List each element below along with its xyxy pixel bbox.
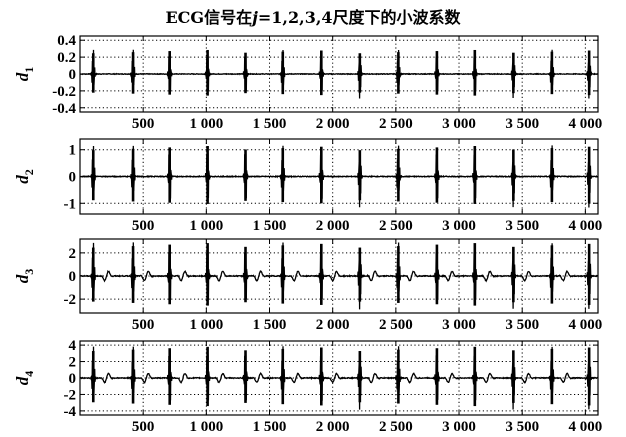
- y-tick-label: -2: [64, 387, 77, 403]
- x-tick-label: 1 000: [189, 317, 223, 333]
- y-tick-label: 4: [69, 338, 77, 354]
- x-tick-label: 4 000: [568, 116, 602, 132]
- x-tick-label: 3 000: [442, 317, 476, 333]
- subplot-d4: 500 1 000 1 500 2 000 2 500 3 000 3 500 4 000 -4…: [13, 338, 602, 435]
- y-tick-label: 0: [69, 67, 77, 83]
- x-tick-label: 1 500: [253, 317, 287, 333]
- signal-line-d1: [80, 49, 598, 99]
- x-tick-label: 2 000: [316, 317, 350, 333]
- y-axis-label: d4: [13, 371, 36, 386]
- y-axis-label: d1: [13, 67, 36, 82]
- x-tick-label: 2 000: [316, 218, 350, 234]
- y-axis-label-base: d: [13, 72, 32, 81]
- y-axis-label-subscript: 4: [22, 371, 36, 377]
- y-axis-label-base: d: [13, 175, 32, 184]
- signal-line-d2: [80, 145, 598, 208]
- title-variable: j: [252, 8, 258, 27]
- x-tick-label: 1 500: [253, 218, 287, 234]
- x-tick-label: 4 000: [568, 419, 602, 435]
- chart-title: ECG信号在j=1,2,3,4尺度下的小波系数: [0, 4, 626, 28]
- x-tick-label: 2 500: [379, 317, 413, 333]
- subplot-d2: 500 1 000 1 500 2 000 2 500 3 000 3 500 4 000 -1…: [13, 138, 602, 234]
- y-tick-label: -0.4: [52, 101, 76, 117]
- x-tick-label: 2 500: [379, 218, 413, 234]
- y-axis-label-base: d: [13, 376, 32, 385]
- signal-line-d3: [79, 242, 598, 310]
- y-tick-label: -2: [64, 292, 77, 308]
- signal-line-d4: [79, 346, 599, 410]
- y-tick-label: -4: [64, 404, 77, 420]
- x-tick-label: 3 500: [505, 218, 539, 234]
- y-tick-label: 2: [69, 246, 77, 262]
- x-tick-label: 500: [132, 419, 155, 435]
- y-tick-label: 2: [69, 355, 77, 371]
- x-tick-label: 3 500: [505, 317, 539, 333]
- x-tick-label: 1 500: [253, 116, 287, 132]
- y-axis-label: d3: [13, 269, 36, 284]
- x-tick-label: 1 000: [189, 218, 223, 234]
- x-tick-label: 2 500: [379, 116, 413, 132]
- x-tick-label: 1 000: [189, 419, 223, 435]
- subplot-d3: 500 1 000 1 500 2 000 2 500 3 000 3 500 4 000 -2…: [13, 238, 602, 333]
- x-tick-label: 3 000: [442, 218, 476, 234]
- y-tick-label: 0: [69, 170, 77, 186]
- y-tick-label: 0: [69, 269, 77, 285]
- y-axis-label: d2: [13, 169, 36, 184]
- x-tick-label: 1 500: [253, 419, 287, 435]
- title-suffix: =1,2,3,4尺度下的小波系数: [257, 8, 461, 27]
- subplot-d1: 500 1 000 1 500 2 000 2 500 3 000 3 500 4 000 -0…: [13, 33, 602, 132]
- y-tick-label: -1: [64, 196, 77, 212]
- x-tick-label: 500: [132, 317, 155, 333]
- y-axis-label-subscript: 1: [22, 67, 36, 73]
- x-tick-label: 4 000: [568, 218, 602, 234]
- x-tick-label: 3 000: [442, 116, 476, 132]
- y-axis-label-base: d: [13, 274, 32, 283]
- y-tick-label: 1: [69, 143, 77, 159]
- x-tick-label: 4 000: [568, 317, 602, 333]
- title-prefix: ECG信号在: [165, 8, 253, 27]
- x-tick-label: 2 000: [316, 419, 350, 435]
- y-tick-label: -0.2: [52, 84, 76, 100]
- x-tick-label: 1 000: [189, 116, 223, 132]
- y-tick-label: 0: [69, 371, 77, 387]
- x-tick-label: 3 500: [505, 116, 539, 132]
- x-tick-label: 500: [132, 116, 155, 132]
- y-tick-label: 0.4: [57, 33, 76, 49]
- x-tick-label: 2 500: [379, 419, 413, 435]
- x-tick-label: 3 500: [505, 419, 539, 435]
- y-tick-label: 0.2: [57, 50, 76, 66]
- x-tick-label: 3 000: [442, 419, 476, 435]
- y-axis-label-subscript: 3: [22, 269, 36, 275]
- y-axis-label-subscript: 2: [22, 169, 36, 175]
- x-tick-label: 2 000: [316, 116, 350, 132]
- x-tick-label: 500: [132, 218, 155, 234]
